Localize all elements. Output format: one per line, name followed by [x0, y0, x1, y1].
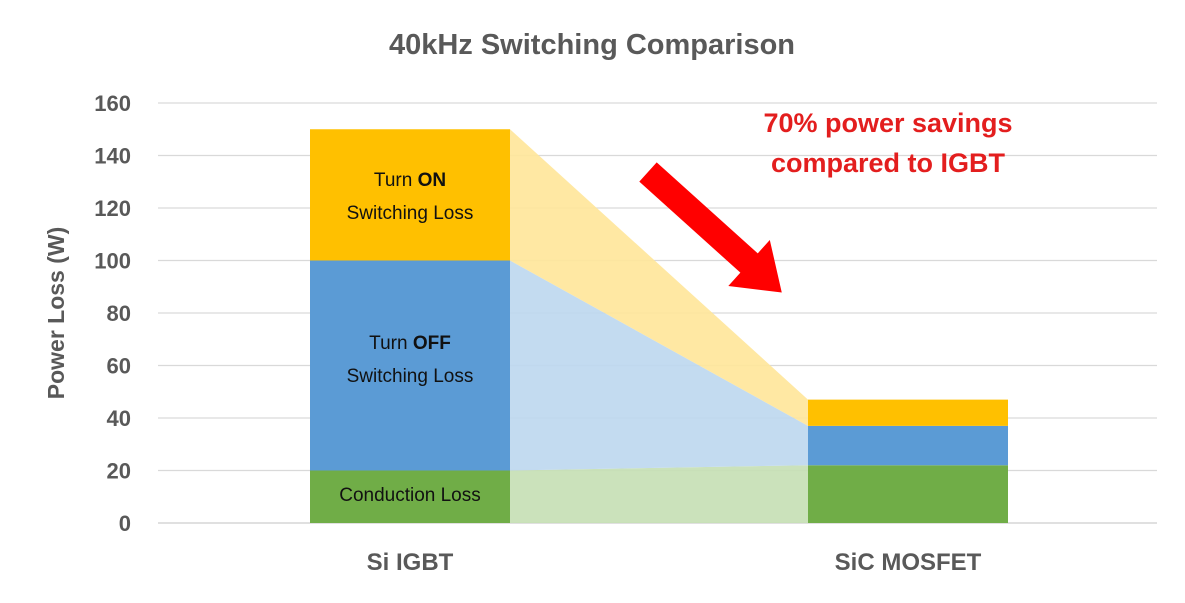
y-tick-label: 100: [94, 249, 131, 274]
y-tick-label: 160: [94, 91, 131, 116]
bar-segment: [310, 470, 510, 523]
x-tick-label: SiC MOSFET: [835, 549, 982, 576]
segment-label-line2: Switching Loss: [347, 203, 474, 224]
chart-title: 40kHz Switching Comparison: [389, 29, 795, 61]
bar-segment: [310, 129, 510, 261]
y-tick-label: 40: [107, 406, 131, 431]
red-down-right-arrow: [639, 162, 782, 293]
y-tick-labels: 0 20 40 60 80 100 120 140 160: [94, 91, 131, 536]
x-tick-labels: Si IGBT SiC MOSFET: [367, 549, 982, 576]
y-tick-label: 0: [119, 511, 131, 536]
segment-label-line2: Switching Loss: [347, 366, 474, 387]
segment-label: Conduction Loss: [339, 485, 481, 506]
segment-label-line1: Turn ON: [374, 170, 446, 191]
bar-segment: [310, 260, 510, 471]
connector-band: [510, 260, 808, 471]
bar-segment: [808, 425, 1008, 466]
y-axis-label: Power Loss (W): [43, 227, 69, 400]
y-tick-label: 80: [107, 301, 131, 326]
annotation: 70% power savings compared to IGBT: [639, 108, 1013, 293]
bar-segment: [808, 399, 1008, 426]
connector-band: [510, 465, 808, 523]
segment-labels: Turn ON Switching Loss Turn OFF Switching L…: [339, 170, 481, 506]
x-tick-label: Si IGBT: [367, 549, 454, 576]
y-tick-label: 140: [94, 144, 131, 169]
bars: [310, 129, 1008, 523]
y-tick-label: 120: [94, 196, 131, 221]
y-tick-label: 20: [107, 459, 131, 484]
arrow-shape: [639, 162, 782, 293]
annotation-text: 70% power savings: [763, 108, 1012, 138]
segment-label-line1: Turn OFF: [369, 333, 451, 354]
bar-segment: [808, 465, 1008, 523]
annotation-text: compared to IGBT: [771, 148, 1006, 178]
connector-band: [510, 129, 808, 426]
y-tick-label: 60: [107, 354, 131, 379]
connector-bands: [510, 129, 808, 523]
